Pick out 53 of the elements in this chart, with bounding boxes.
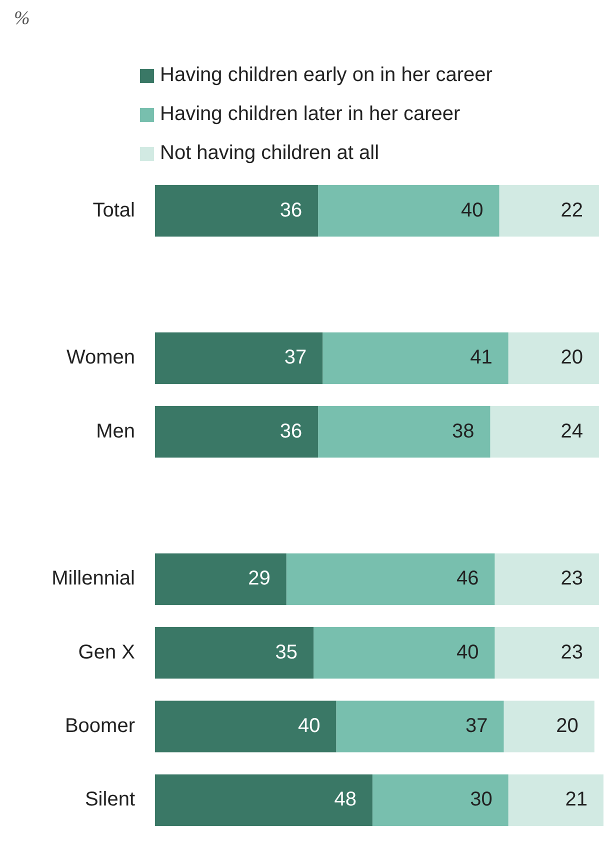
data-label: 41 <box>470 346 492 369</box>
bar <box>499 185 599 237</box>
y-tick-label: Millennial <box>52 568 135 590</box>
bar <box>155 332 323 384</box>
data-label: 48 <box>334 788 356 811</box>
data-label: 21 <box>565 788 588 811</box>
bar <box>155 406 318 458</box>
data-label: 36 <box>280 420 302 442</box>
data-label: 20 <box>556 715 578 738</box>
data-label: 22 <box>560 199 583 222</box>
legend-label: Having children later in her career <box>160 103 460 126</box>
y-tick-label: Boomer <box>64 715 136 738</box>
y-tick-label: Women <box>66 346 135 369</box>
bar <box>504 700 594 752</box>
bar <box>155 553 286 605</box>
data-label: 35 <box>275 641 298 664</box>
legend-label: Not having children at all <box>160 142 380 165</box>
y-tick-label: Silent <box>84 788 136 811</box>
legend-label: Having children early on in her career <box>160 64 492 87</box>
bar <box>155 185 318 237</box>
data-label: 24 <box>560 420 583 442</box>
data-label: 40 <box>461 199 484 222</box>
data-label: 30 <box>470 788 492 811</box>
data-label: 40 <box>456 641 479 664</box>
bar <box>314 627 495 679</box>
y-tick-label: Men <box>96 420 135 442</box>
y-tick-label: Gen X <box>78 641 135 664</box>
bar <box>155 774 372 826</box>
bar <box>508 332 599 384</box>
bar <box>494 553 599 605</box>
bar <box>490 406 599 458</box>
bar <box>286 553 495 605</box>
bar <box>155 700 336 752</box>
data-label: 36 <box>280 199 302 222</box>
bar <box>508 774 604 826</box>
data-label: 40 <box>298 715 320 738</box>
data-label: 20 <box>560 346 583 369</box>
bar <box>372 774 508 826</box>
data-label: 23 <box>560 641 583 664</box>
y-tick-label: Total <box>92 199 135 222</box>
data-label: 37 <box>284 346 307 369</box>
bar <box>318 406 490 458</box>
text: % <box>14 8 30 30</box>
data-label: 37 <box>466 715 488 738</box>
data-label: 29 <box>248 568 270 590</box>
data-label: 46 <box>456 568 479 590</box>
bar <box>155 627 314 679</box>
bar <box>494 627 599 679</box>
bar <box>322 332 508 384</box>
data-label: 38 <box>452 420 474 442</box>
bar <box>318 185 500 237</box>
bar <box>336 700 504 752</box>
data-label: 23 <box>560 568 583 590</box>
